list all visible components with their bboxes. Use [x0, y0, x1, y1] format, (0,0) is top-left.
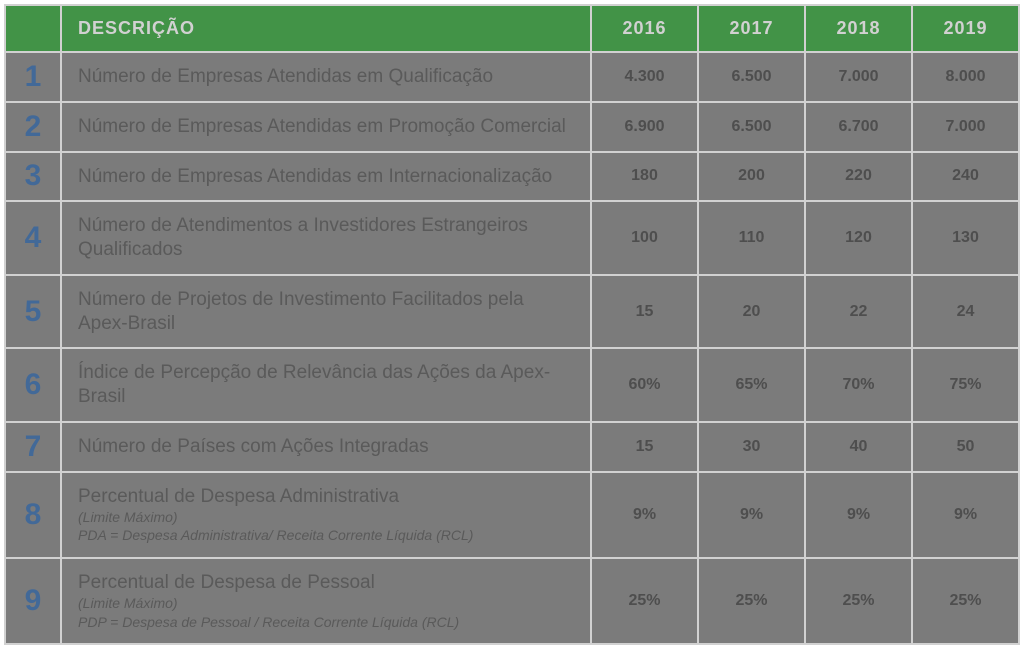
- row-value: 25%: [912, 558, 1019, 644]
- row-value: 24: [912, 275, 1019, 349]
- header-year-2017: 2017: [698, 5, 805, 52]
- row-value: 9%: [698, 472, 805, 558]
- table-row: 8 Percentual de Despesa Administrativa (…: [5, 472, 1019, 558]
- row-value: 180: [591, 152, 698, 202]
- row-number: 6: [5, 348, 61, 422]
- indicators-table-container: DESCRIÇÃO 2016 2017 2018 2019 1 Número d…: [4, 4, 1020, 645]
- row-value: 40: [805, 422, 912, 472]
- row-number: 9: [5, 558, 61, 644]
- row-value: 7.000: [805, 52, 912, 102]
- row-description: Número de Empresas Atendidas em Qualific…: [61, 52, 591, 102]
- row-value: 6.900: [591, 102, 698, 152]
- indicators-table: DESCRIÇÃO 2016 2017 2018 2019 1 Número d…: [4, 4, 1020, 645]
- header-num-blank: [5, 5, 61, 52]
- row-number: 8: [5, 472, 61, 558]
- row-description: Número de Empresas Atendidas em Promoção…: [61, 102, 591, 152]
- row-value: 65%: [698, 348, 805, 422]
- row-number: 4: [5, 201, 61, 275]
- table-row: 5 Número de Projetos de Investimento Fac…: [5, 275, 1019, 349]
- row-number: 5: [5, 275, 61, 349]
- table-body: 1 Número de Empresas Atendidas em Qualif…: [5, 52, 1019, 644]
- row-value: 240: [912, 152, 1019, 202]
- row-value: 15: [591, 275, 698, 349]
- row-value: 130: [912, 201, 1019, 275]
- row-number: 3: [5, 152, 61, 202]
- row-description: Número de Projetos de Investimento Facil…: [61, 275, 591, 349]
- row-description: Número de Empresas Atendidas em Internac…: [61, 152, 591, 202]
- table-row: 3 Número de Empresas Atendidas em Intern…: [5, 152, 1019, 202]
- table-row: 1 Número de Empresas Atendidas em Qualif…: [5, 52, 1019, 102]
- header-year-2018: 2018: [805, 5, 912, 52]
- row-value: 120: [805, 201, 912, 275]
- table-row: 7 Número de Países com Ações Integradas …: [5, 422, 1019, 472]
- row-value: 22: [805, 275, 912, 349]
- table-header-row: DESCRIÇÃO 2016 2017 2018 2019: [5, 5, 1019, 52]
- table-row: 2 Número de Empresas Atendidas em Promoç…: [5, 102, 1019, 152]
- row-value: 20: [698, 275, 805, 349]
- header-year-2016: 2016: [591, 5, 698, 52]
- row-desc-sub2: PDP = Despesa de Pessoal / Receita Corre…: [78, 613, 574, 631]
- row-desc-sub1: (Limite Máximo): [78, 508, 574, 526]
- row-value: 6.700: [805, 102, 912, 152]
- row-description: Percentual de Despesa de Pessoal (Limite…: [61, 558, 591, 644]
- row-value: 8.000: [912, 52, 1019, 102]
- row-value: 25%: [805, 558, 912, 644]
- row-number: 2: [5, 102, 61, 152]
- row-desc-main: Percentual de Despesa Administrativa: [78, 486, 399, 507]
- row-description: Percentual de Despesa Administrativa (Li…: [61, 472, 591, 558]
- row-value: 7.000: [912, 102, 1019, 152]
- row-value: 9%: [805, 472, 912, 558]
- row-value: 200: [698, 152, 805, 202]
- row-value: 25%: [698, 558, 805, 644]
- row-value: 220: [805, 152, 912, 202]
- row-desc-sub2: PDA = Despesa Administrativa/ Receita Co…: [78, 526, 574, 544]
- row-value: 6.500: [698, 102, 805, 152]
- row-number: 1: [5, 52, 61, 102]
- row-value: 100: [591, 201, 698, 275]
- row-value: 9%: [591, 472, 698, 558]
- row-description: Número de Atendimentos a Investidores Es…: [61, 201, 591, 275]
- row-value: 70%: [805, 348, 912, 422]
- row-value: 30: [698, 422, 805, 472]
- row-description: Número de Países com Ações Integradas: [61, 422, 591, 472]
- row-value: 60%: [591, 348, 698, 422]
- row-value: 50: [912, 422, 1019, 472]
- header-year-2019: 2019: [912, 5, 1019, 52]
- header-descricao: DESCRIÇÃO: [61, 5, 591, 52]
- table-row: 4 Número de Atendimentos a Investidores …: [5, 201, 1019, 275]
- row-number: 7: [5, 422, 61, 472]
- table-row: 6 Índice de Percepção de Relevância das …: [5, 348, 1019, 422]
- row-description: Índice de Percepção de Relevância das Aç…: [61, 348, 591, 422]
- row-value: 110: [698, 201, 805, 275]
- row-value: 6.500: [698, 52, 805, 102]
- row-desc-main: Percentual de Despesa de Pessoal: [78, 572, 375, 593]
- row-value: 15: [591, 422, 698, 472]
- row-value: 75%: [912, 348, 1019, 422]
- table-row: 9 Percentual de Despesa de Pessoal (Limi…: [5, 558, 1019, 644]
- row-value: 9%: [912, 472, 1019, 558]
- row-value: 4.300: [591, 52, 698, 102]
- row-value: 25%: [591, 558, 698, 644]
